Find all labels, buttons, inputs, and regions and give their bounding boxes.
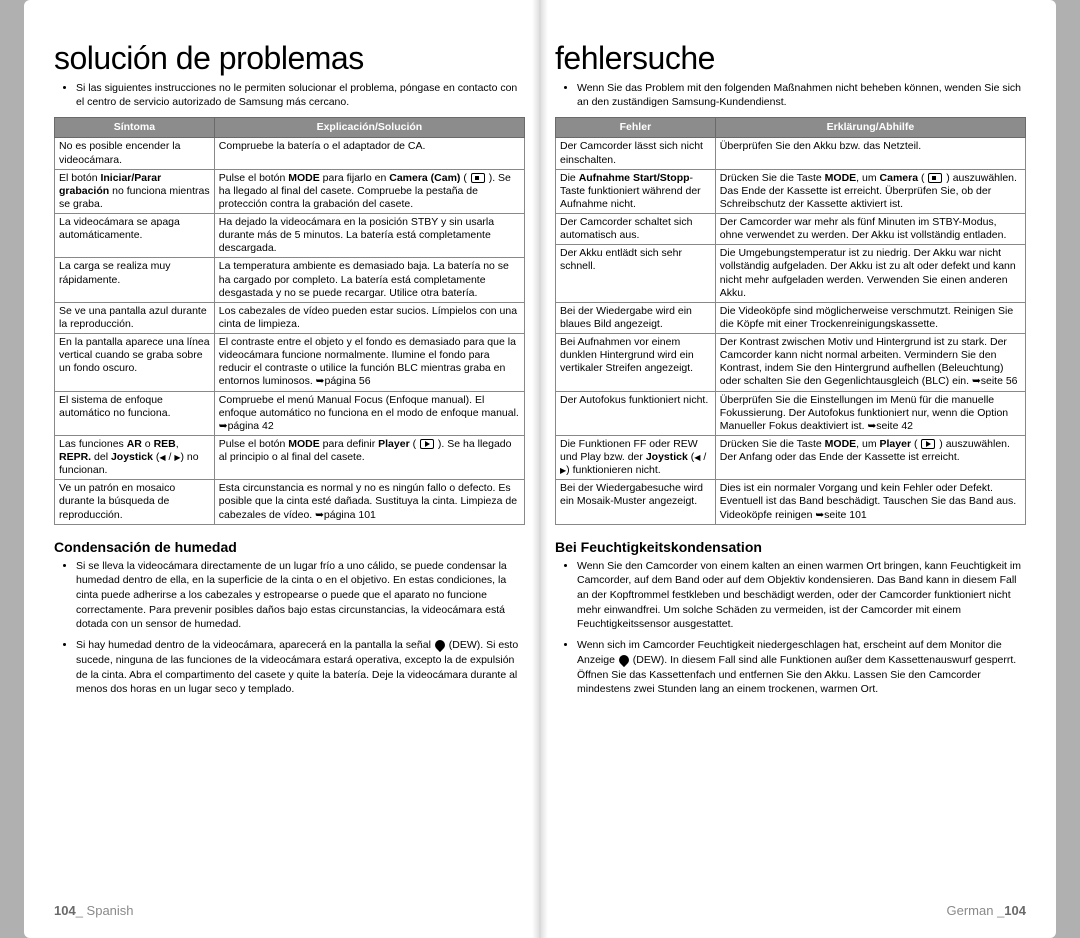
th-explanation-right: Erklärung/Abhilfe <box>715 118 1025 138</box>
table-row: Der Autofokus funktioniert nicht.Überprü… <box>556 391 1026 435</box>
table-row: El sistema de enfoque automático no func… <box>55 391 525 435</box>
symptom-cell: No es posible encender la videocámara. <box>55 138 215 169</box>
table-row: Der Camcorder schaltet sich automatisch … <box>556 214 1026 245</box>
right-page: fehlersuche Wenn Sie das Problem mit den… <box>555 40 1026 918</box>
footer-right: German _104 <box>946 903 1026 918</box>
explanation-cell: Compruebe la batería o el adaptador de C… <box>214 138 524 169</box>
troubleshoot-table-left: Síntoma Explicación/Solución No es posib… <box>54 117 525 524</box>
intro-text-left: Si las siguientes instrucciones no le pe… <box>76 81 525 109</box>
table-row: Die Aufnahme Start/Stopp-Taste funktioni… <box>556 169 1026 213</box>
table-row: En la pantalla aparece una línea vertica… <box>55 334 525 392</box>
body-list-left: Si se lleva la videocámara directamente … <box>54 559 525 703</box>
table-row: La videocámara se apaga automáticamente.… <box>55 214 525 258</box>
table-row: Las funciones AR o REB, REPR. del Joysti… <box>55 435 525 479</box>
explanation-cell: Ha dejado la videocámara en la posición … <box>214 214 524 258</box>
explanation-cell: Pulse el botón MODE para definir Player … <box>214 435 524 479</box>
symptom-cell: El botón Iniciar/Parar grabación no func… <box>55 169 215 213</box>
th-symptom-left: Síntoma <box>55 118 215 138</box>
explanation-cell: Überprüfen Sie den Akku bzw. das Netztei… <box>715 138 1025 169</box>
sub-heading-left: Condensación de humedad <box>54 539 525 555</box>
intro-text-right: Wenn Sie das Problem mit den folgenden M… <box>577 81 1026 109</box>
page-number-left: 104 <box>54 903 76 918</box>
symptom-cell: Bei der Wiedergabesuche wird ein Mosaik-… <box>556 480 716 524</box>
symptom-cell: Der Akku entlädt sich sehr schnell. <box>556 245 716 303</box>
symptom-cell: Bei der Wiedergabe wird ein blaues Bild … <box>556 302 716 333</box>
explanation-cell: Los cabezales de vídeo pueden estar suci… <box>214 302 524 333</box>
explanation-cell: Dies ist ein normaler Vorgang und kein F… <box>715 480 1025 524</box>
symptom-cell: La videocámara se apaga automáticamente. <box>55 214 215 258</box>
symptom-cell: Ve un patrón en mosaico durante la búsqu… <box>55 480 215 524</box>
symptom-cell: Die Aufnahme Start/Stopp-Taste funktioni… <box>556 169 716 213</box>
explanation-cell: Drücken Sie die Taste MODE, um Player ( … <box>715 435 1025 479</box>
symptom-cell: Der Camcorder schaltet sich automatisch … <box>556 214 716 245</box>
explanation-cell: Überprüfen Sie die Einstellungen im Menü… <box>715 391 1025 435</box>
symptom-cell: Der Camcorder lässt sich nicht einschalt… <box>556 138 716 169</box>
table-row: Ve un patrón en mosaico durante la búsqu… <box>55 480 525 524</box>
explanation-cell: Esta circunstancia es normal y no es nin… <box>214 480 524 524</box>
page-title-right: fehlersuche <box>555 40 1026 77</box>
explanation-cell: Drücken Sie die Taste MODE, um Camera ( … <box>715 169 1025 213</box>
body-list-right: Wenn Sie den Camcorder von einem kalten … <box>555 559 1026 703</box>
symptom-cell: La carga se realiza muy rápidamente. <box>55 258 215 302</box>
table-row: Der Camcorder lässt sich nicht einschalt… <box>556 138 1026 169</box>
table-row: Bei der Wiedergabesuche wird ein Mosaik-… <box>556 480 1026 524</box>
page-lang-right: German <box>946 903 993 918</box>
intro-left: Si las siguientes instrucciones no le pe… <box>54 81 525 109</box>
table-row: Se ve una pantalla azul durante la repro… <box>55 302 525 333</box>
explanation-cell: Der Kontrast zwischen Motiv und Hintergr… <box>715 334 1025 392</box>
intro-right: Wenn Sie das Problem mit den folgenden M… <box>555 81 1026 109</box>
th-explanation-left: Explicación/Solución <box>214 118 524 138</box>
explanation-cell: Compruebe el menú Manual Focus (Enfoque … <box>214 391 524 435</box>
left-page: solución de problemas Si las siguientes … <box>54 40 525 918</box>
symptom-cell: El sistema de enfoque automático no func… <box>55 391 215 435</box>
page-lang-left: Spanish <box>87 903 134 918</box>
page-title-left: solución de problemas <box>54 40 525 77</box>
sub-heading-right: Bei Feuchtigkeitskondensation <box>555 539 1026 555</box>
symptom-cell: Las funciones AR o REB, REPR. del Joysti… <box>55 435 215 479</box>
table-row: Die Funktionen FF oder REW und Play bzw.… <box>556 435 1026 479</box>
list-item: Wenn sich im Camcorder Feuchtigkeit nied… <box>577 638 1026 697</box>
th-symptom-right: Fehler <box>556 118 716 138</box>
list-item: Wenn Sie den Camcorder von einem kalten … <box>577 559 1026 632</box>
page-number-right: 104 <box>1004 903 1026 918</box>
table-row: Bei der Wiedergabe wird ein blaues Bild … <box>556 302 1026 333</box>
footer-left: 104_ Spanish <box>54 903 134 918</box>
symptom-cell: Bei Aufnahmen vor einem dunklen Hintergr… <box>556 334 716 392</box>
book-spine-shadow <box>532 0 548 938</box>
explanation-cell: Pulse el botón MODE para fijarlo en Came… <box>214 169 524 213</box>
symptom-cell: Se ve una pantalla azul durante la repro… <box>55 302 215 333</box>
symptom-cell: Der Autofokus funktioniert nicht. <box>556 391 716 435</box>
list-item: Si hay humedad dentro de la videocámara,… <box>76 638 525 697</box>
explanation-cell: El contraste entre el objeto y el fondo … <box>214 334 524 392</box>
table-row: La carga se realiza muy rápidamente.La t… <box>55 258 525 302</box>
explanation-cell: Die Videoköpfe sind möglicherweise versc… <box>715 302 1025 333</box>
troubleshoot-table-right: Fehler Erklärung/Abhilfe Der Camcorder l… <box>555 117 1026 524</box>
explanation-cell: La temperatura ambiente es demasiado baj… <box>214 258 524 302</box>
table-row: No es posible encender la videocámara.Co… <box>55 138 525 169</box>
list-item: Si se lleva la videocámara directamente … <box>76 559 525 632</box>
symptom-cell: Die Funktionen FF oder REW und Play bzw.… <box>556 435 716 479</box>
table-row: Der Akku entlädt sich sehr schnell.Die U… <box>556 245 1026 303</box>
symptom-cell: En la pantalla aparece una línea vertica… <box>55 334 215 392</box>
explanation-cell: Die Umgebungstemperatur ist zu niedrig. … <box>715 245 1025 303</box>
table-row: Bei Aufnahmen vor einem dunklen Hintergr… <box>556 334 1026 392</box>
manual-spread: solución de problemas Si las siguientes … <box>24 0 1056 938</box>
table-row: El botón Iniciar/Parar grabación no func… <box>55 169 525 213</box>
explanation-cell: Der Camcorder war mehr als fünf Minuten … <box>715 214 1025 245</box>
